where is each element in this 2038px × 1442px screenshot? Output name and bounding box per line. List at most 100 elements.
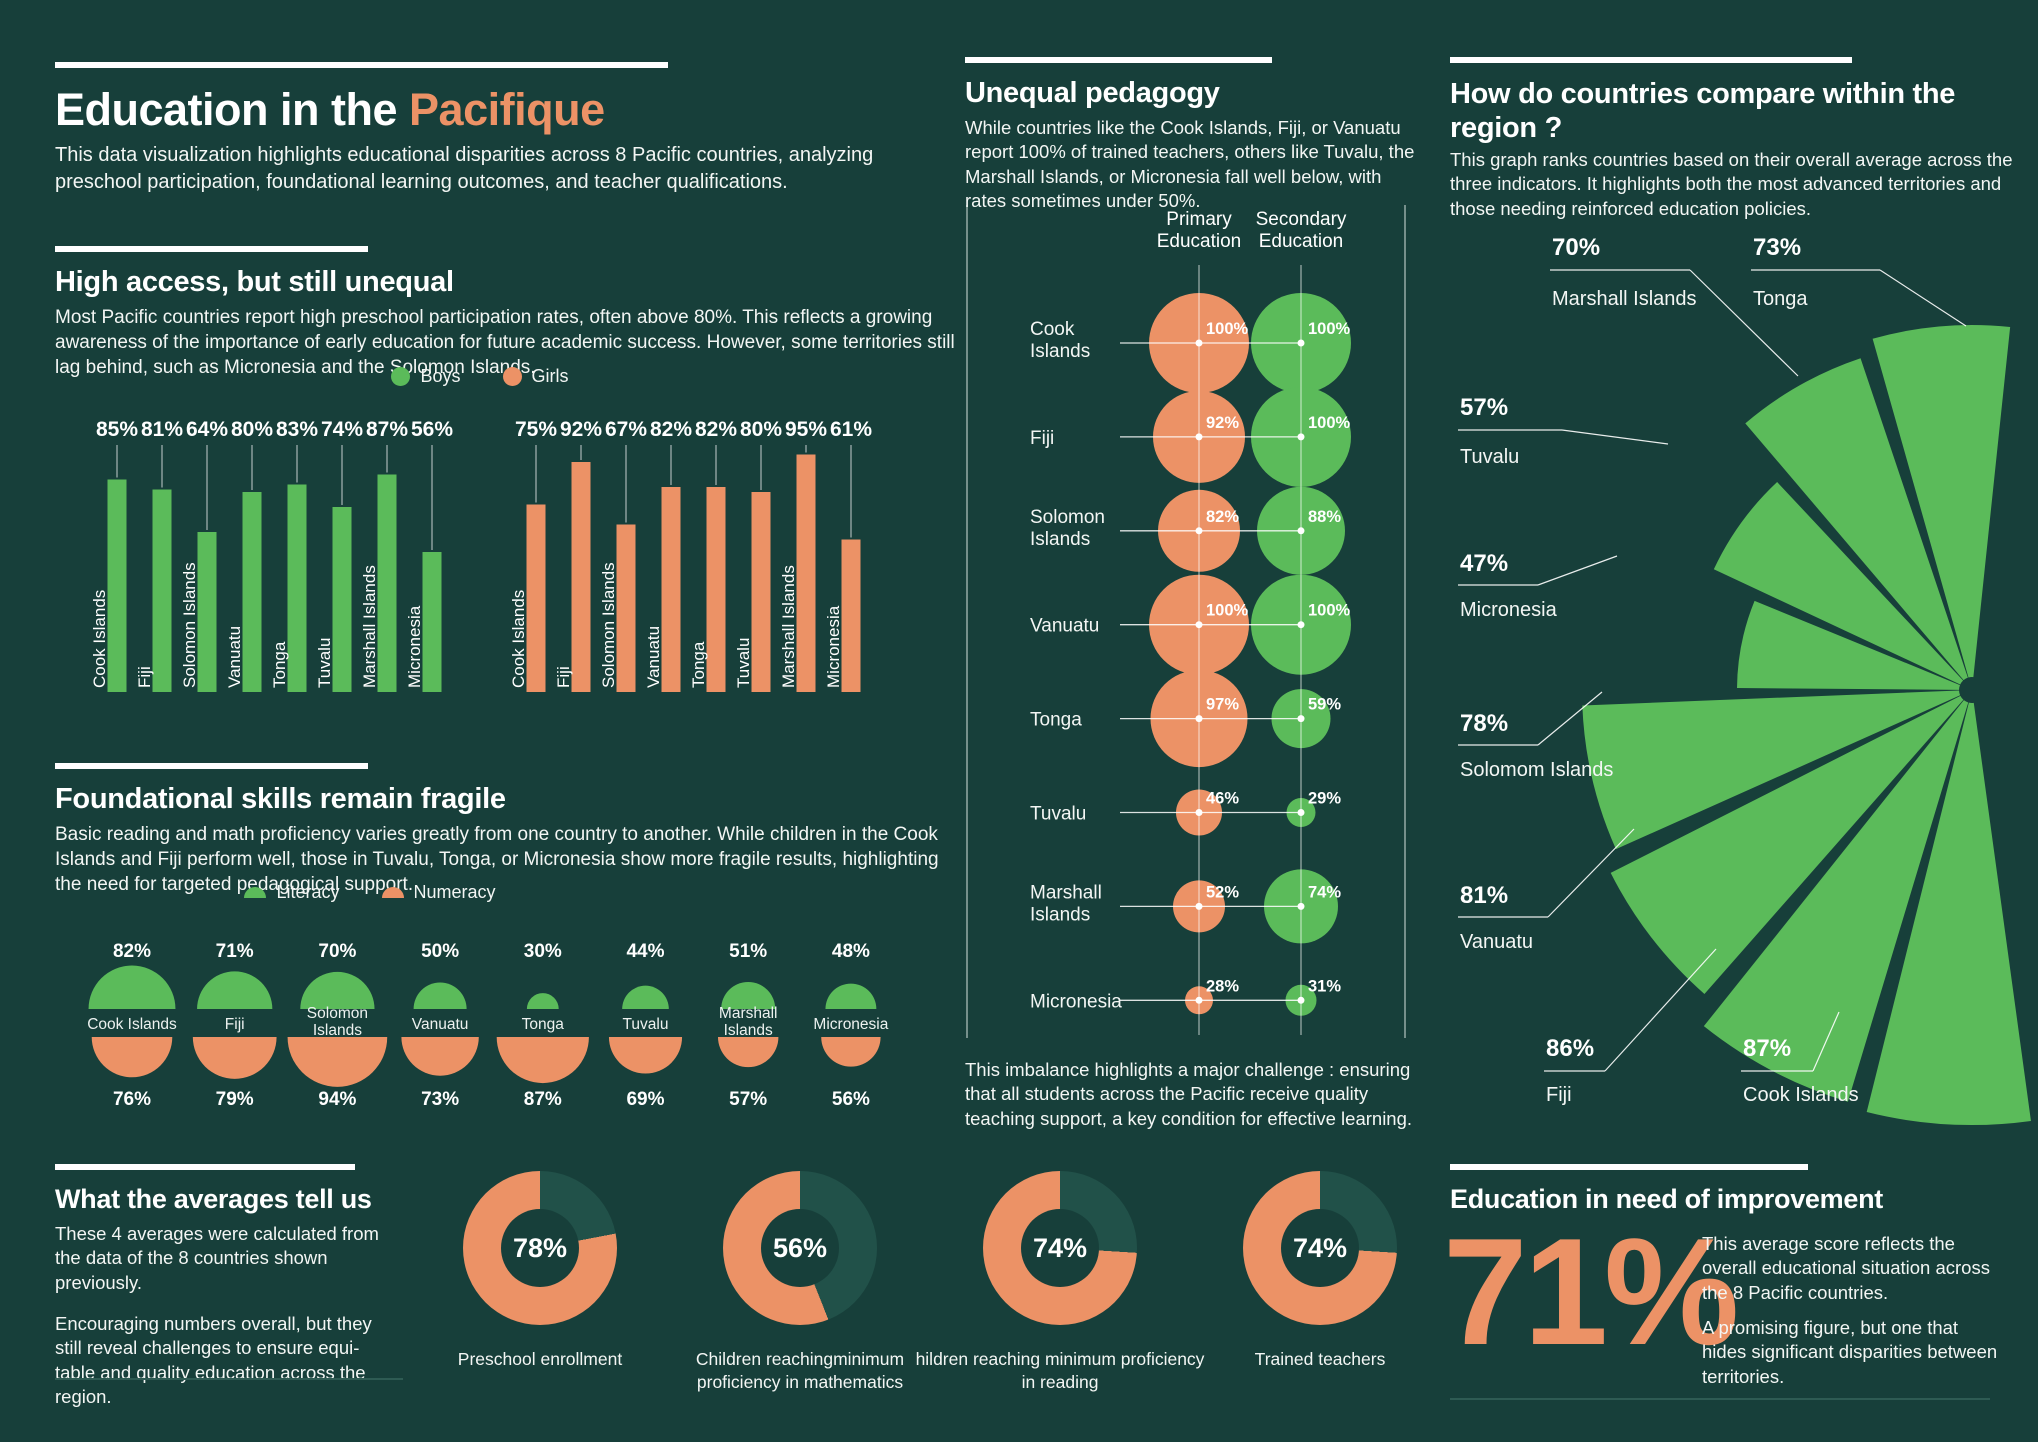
access-body: Most Pacific countries report high presc…	[55, 307, 955, 379]
bubble-center-dot	[1297, 996, 1305, 1004]
literacy-value-label: 71%	[216, 941, 254, 962]
fan-value-label: 47%	[1460, 550, 1508, 577]
bubble-value-label: 82%	[1206, 508, 1239, 526]
bar-value-label: 80%	[231, 418, 273, 441]
literacy-semicircle-Cook Islands	[88, 965, 176, 1009]
literacy-dome-icon	[244, 887, 267, 898]
bar-country-label: Solomon Islands	[599, 562, 618, 688]
preschool-bar-charts: 85% Cook Islands 81% Fiji 64% Solomon Islands…	[90, 418, 872, 692]
donut-hole	[761, 1209, 839, 1287]
fan-wedge-Vanuatu	[1610, 695, 1964, 995]
bubble-col-header: Secondary	[1256, 209, 1347, 230]
bar-country-label: Marshall Islands	[360, 565, 379, 688]
bar-girls-Tonga	[706, 487, 726, 692]
fan-leader-line	[1561, 429, 1669, 445]
bar-boys-Tuvalu	[332, 507, 352, 692]
bubble-country-label: Vanuatu	[1030, 616, 1099, 637]
bar-value-label: 56%	[411, 418, 453, 441]
bar-value-label: 82%	[695, 418, 737, 441]
skills-heading: Foundational skills remain fragile	[55, 783, 506, 815]
bubble-center-dot	[1297, 902, 1305, 910]
bubble-center-dot	[1297, 809, 1305, 816]
bar-boys-Solomon Islands	[197, 532, 217, 692]
bar-country-label: Solomon Islands	[180, 562, 199, 688]
bar-girls-Cook Islands	[526, 504, 546, 692]
numeracy-semicircle-Micronesia	[821, 1037, 881, 1067]
fan-country-label: Vanuatu	[1460, 931, 1533, 953]
bubble-country-label: Marshall	[1030, 882, 1102, 903]
access-heading: High access, but still unequal	[55, 266, 454, 298]
fan-value-label: 87%	[1743, 1035, 1791, 1062]
literacy-semicircle-Marshall Islands	[721, 981, 776, 1009]
bubble-col-header: Education	[1259, 231, 1344, 252]
bar-girls-Vanuatu	[661, 487, 681, 692]
numeracy-dome-icon	[381, 887, 404, 898]
fan-leader-line	[1604, 948, 1717, 1072]
improvement-body2: A promising figure, but one that hides s…	[1702, 1317, 1998, 1387]
numeracy-semicircle-Fiji	[192, 1037, 277, 1079]
fan-leader-line	[1547, 828, 1635, 918]
averages-body1: These 4 averages were calculated from th…	[55, 1223, 379, 1293]
skills-legend: Literacy Numeracy	[170, 882, 570, 903]
bar-value-label: 83%	[276, 418, 318, 441]
page-title: Education in the Pacifique	[55, 84, 605, 136]
donut-value-label: 74%	[1032, 1232, 1088, 1263]
bar-country-label: Micronesia	[824, 605, 843, 688]
semi-country-label: Micronesia	[813, 1016, 888, 1033]
bubble-center-dot	[1297, 621, 1305, 629]
literacy-value-label: 50%	[421, 941, 459, 962]
bubble-country-label: Tuvalu	[1030, 804, 1086, 825]
donut-caption: Children reachingminimum proficiency in …	[695, 1349, 905, 1392]
bar-girls-Tuvalu	[751, 492, 771, 692]
bubble-center-dot	[1195, 809, 1203, 816]
numeracy-value-label: 57%	[729, 1089, 767, 1110]
bar-country-label: Tonga	[689, 641, 708, 688]
bar-value-label: 67%	[605, 418, 647, 441]
bubble-center-dot	[1195, 527, 1203, 535]
semi-country-label: Vanuatu	[412, 1016, 469, 1033]
literacy-semicircle-Tuvalu	[622, 985, 669, 1009]
bar-country-label: Vanuatu	[225, 626, 244, 688]
bubble-value-label: 46%	[1206, 790, 1239, 808]
semi-country-label: Cook Islands	[87, 1016, 177, 1033]
pedagogy-rule	[965, 57, 1272, 63]
pedagogy-footer: This imbalance highlights a major challe…	[965, 1059, 1413, 1129]
literacy-value-label: 44%	[626, 941, 664, 962]
averages-body2: Encouraging numbers overall, but they st…	[55, 1313, 372, 1408]
bar-boys-Marshall Islands	[377, 474, 397, 692]
bubble-center-dot	[1297, 715, 1305, 723]
bar-country-label: Cook Islands	[509, 590, 528, 688]
fan-country-label: Micronesia	[1460, 599, 1558, 621]
bar-boys-Fiji	[152, 489, 172, 692]
bar-girls-Micronesia	[841, 539, 861, 692]
legend-girls-label: Girls	[531, 366, 569, 386]
bar-country-label: Fiji	[135, 666, 154, 688]
fan-leader-line	[1537, 555, 1618, 586]
improvement-heading: Education in need of improvement	[1450, 1184, 1883, 1214]
semi-country-label: Fiji	[225, 1016, 245, 1033]
donut-hole	[1021, 1209, 1099, 1287]
bar-value-label: 61%	[830, 418, 872, 441]
numeracy-value-label: 76%	[113, 1089, 151, 1110]
numeracy-value-label: 56%	[832, 1089, 870, 1110]
bubble-col-header: Education	[1157, 231, 1242, 252]
averages-heading: What the averages tell us	[55, 1184, 372, 1214]
bubble-center-dot	[1195, 621, 1203, 629]
compare-heading: How do countries compare within the regi…	[1450, 78, 1956, 145]
pedagogy-body: While countries like the Cook Islands, F…	[965, 117, 1415, 212]
foundational-skills-chart: 82%Cook Islands76%71%Fiji79%70%SolomonIs…	[87, 941, 889, 1110]
bubble-value-label: 74%	[1308, 883, 1341, 901]
fan-leader-line	[1879, 269, 1967, 327]
bubble-country-label: Solomon	[1030, 507, 1105, 528]
numeracy-value-label: 73%	[421, 1089, 459, 1110]
literacy-value-label: 82%	[113, 941, 151, 962]
bubble-value-label: 100%	[1206, 602, 1249, 620]
bubble-center-dot	[1297, 433, 1305, 441]
fan-country-label: Fiji	[1546, 1084, 1572, 1106]
fan-leader-line	[1537, 691, 1603, 746]
bubble-country-label: Islands	[1030, 341, 1090, 362]
improvement-rule	[1450, 1164, 1808, 1170]
bubble-center-dot	[1297, 527, 1305, 535]
bubble-country-label: Fiji	[1030, 428, 1054, 449]
numeracy-semicircle-Solomon Islands	[287, 1037, 388, 1087]
